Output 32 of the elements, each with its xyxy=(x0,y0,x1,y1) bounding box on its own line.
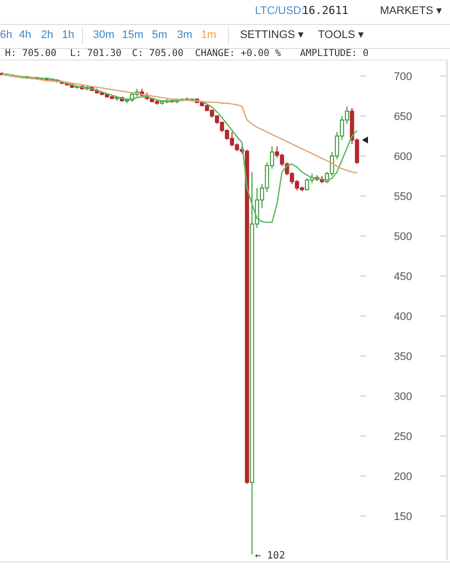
y-tick-label: 700 xyxy=(394,71,412,83)
annotation: ← 102 xyxy=(255,550,286,562)
text: LTC/USD: xyxy=(255,5,304,17)
y-tick-label: 600 xyxy=(394,151,412,163)
y-tick-label: 250 xyxy=(394,431,412,443)
y-tick-label: 650 xyxy=(394,111,412,123)
y-tick-label: 200 xyxy=(394,471,412,483)
text: MARKETS ▾ xyxy=(380,5,442,17)
text: CHANGE: +0.00 % xyxy=(195,48,282,59)
text: L: 701.30 xyxy=(70,48,122,59)
text: SETTINGS ▾ xyxy=(240,29,304,41)
y-tick-label: 450 xyxy=(394,271,412,283)
text: TOOLS ▾ xyxy=(318,29,364,41)
y-tick-label: 500 xyxy=(394,231,412,243)
y-tick-label: 400 xyxy=(394,311,412,323)
text: H: 705.00 xyxy=(5,48,57,59)
text: 30m xyxy=(93,29,114,41)
text: 1m xyxy=(201,29,216,41)
text: 1h xyxy=(62,29,74,41)
text: 4h xyxy=(19,29,32,41)
text: AMPLITUDE: 0 xyxy=(300,48,369,59)
text: 3m xyxy=(177,29,192,41)
text: C: 705.00 xyxy=(132,48,184,59)
text: 16.2611 xyxy=(302,4,348,17)
y-tick-label: 350 xyxy=(394,351,412,363)
y-tick-label: 150 xyxy=(394,511,412,523)
y-tick-label: 550 xyxy=(394,191,412,203)
text: 15m xyxy=(122,29,144,41)
text: 5m xyxy=(152,29,168,41)
y-tick-label: 300 xyxy=(394,391,412,403)
text: 2h xyxy=(41,29,54,41)
text: 6h xyxy=(0,29,12,41)
